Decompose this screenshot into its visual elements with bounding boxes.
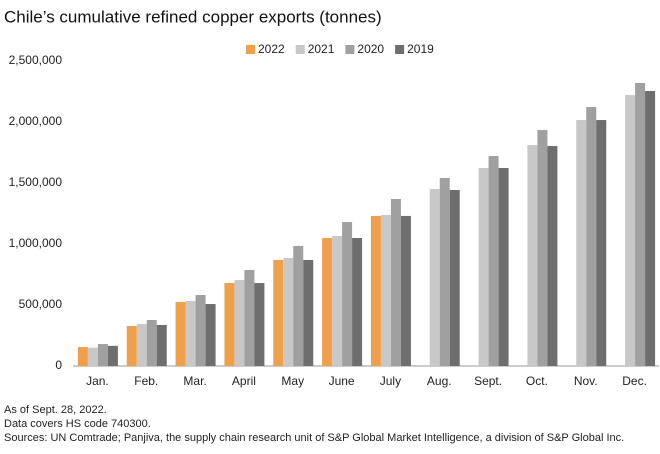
y-tick-label: 2,500,000 — [9, 53, 63, 67]
bar — [352, 238, 363, 366]
bar — [439, 177, 450, 366]
legend-label: 2019 — [407, 42, 434, 56]
x-tick-label: July — [380, 374, 401, 388]
bar — [322, 238, 333, 366]
legend-swatch — [395, 45, 405, 54]
y-tick-label: 500,000 — [19, 297, 63, 311]
legend-label: 2021 — [308, 42, 335, 56]
bar — [332, 235, 343, 366]
bar — [390, 198, 401, 366]
x-tick-label: Mar. — [183, 374, 206, 388]
bar — [400, 215, 411, 366]
bar — [576, 120, 587, 366]
bar — [146, 320, 157, 366]
x-tick-label: April — [232, 374, 256, 388]
bar — [244, 269, 255, 366]
footnote: Data covers HS code 740300. — [4, 418, 151, 430]
x-tick-label: Oct. — [526, 374, 548, 388]
bar — [586, 106, 597, 366]
legend-label: 2020 — [357, 42, 384, 56]
bar — [273, 259, 284, 366]
x-tick-label: Aug. — [427, 374, 452, 388]
bar — [449, 189, 460, 366]
bar — [254, 283, 265, 366]
legend-label: 2022 — [258, 42, 285, 56]
bar — [293, 245, 304, 366]
bar — [97, 344, 108, 366]
bar — [224, 283, 235, 366]
bar — [234, 279, 245, 366]
x-tick-label: Nov. — [574, 374, 598, 388]
bar — [77, 347, 88, 366]
bar — [185, 300, 196, 366]
bar — [342, 222, 353, 366]
bar — [596, 120, 607, 366]
bar — [380, 214, 391, 366]
x-tick-label: May — [281, 374, 304, 388]
x-tick-label: Sept. — [474, 374, 502, 388]
y-tick-label: 0 — [55, 358, 62, 372]
bar — [527, 145, 538, 366]
x-tick-label: Feb. — [134, 374, 158, 388]
bar — [283, 258, 294, 366]
bar — [195, 294, 206, 366]
bar — [478, 167, 489, 366]
x-tick-label: June — [329, 374, 355, 388]
bar — [537, 130, 548, 366]
bar — [87, 347, 98, 366]
bar — [547, 146, 558, 366]
footnote: Sources: UN Comtrade; Panjiva, the suppl… — [4, 432, 624, 444]
bar — [370, 215, 381, 366]
bar — [635, 82, 646, 367]
bar — [205, 304, 216, 366]
bar — [488, 156, 499, 366]
bar — [126, 325, 137, 366]
bar — [107, 345, 118, 366]
x-tick-label: Dec. — [622, 374, 647, 388]
bar — [645, 91, 656, 367]
bar — [303, 259, 314, 366]
bar — [175, 301, 186, 366]
bar — [625, 95, 636, 367]
legend-swatch — [246, 45, 255, 54]
bar — [136, 324, 147, 366]
bar — [498, 167, 509, 366]
chart-title: Chile’s cumulative refined copper export… — [4, 7, 382, 26]
x-tick-label: Jan. — [86, 374, 109, 388]
bar — [429, 188, 440, 366]
legend-swatch — [295, 45, 305, 54]
y-tick-label: 1,000,000 — [9, 236, 63, 250]
legend-swatch — [345, 45, 355, 54]
y-tick-label: 1,500,000 — [9, 175, 63, 189]
bar — [156, 325, 167, 366]
y-tick-label: 2,000,000 — [9, 114, 63, 128]
footnote: As of Sept. 28, 2022. — [4, 404, 107, 416]
